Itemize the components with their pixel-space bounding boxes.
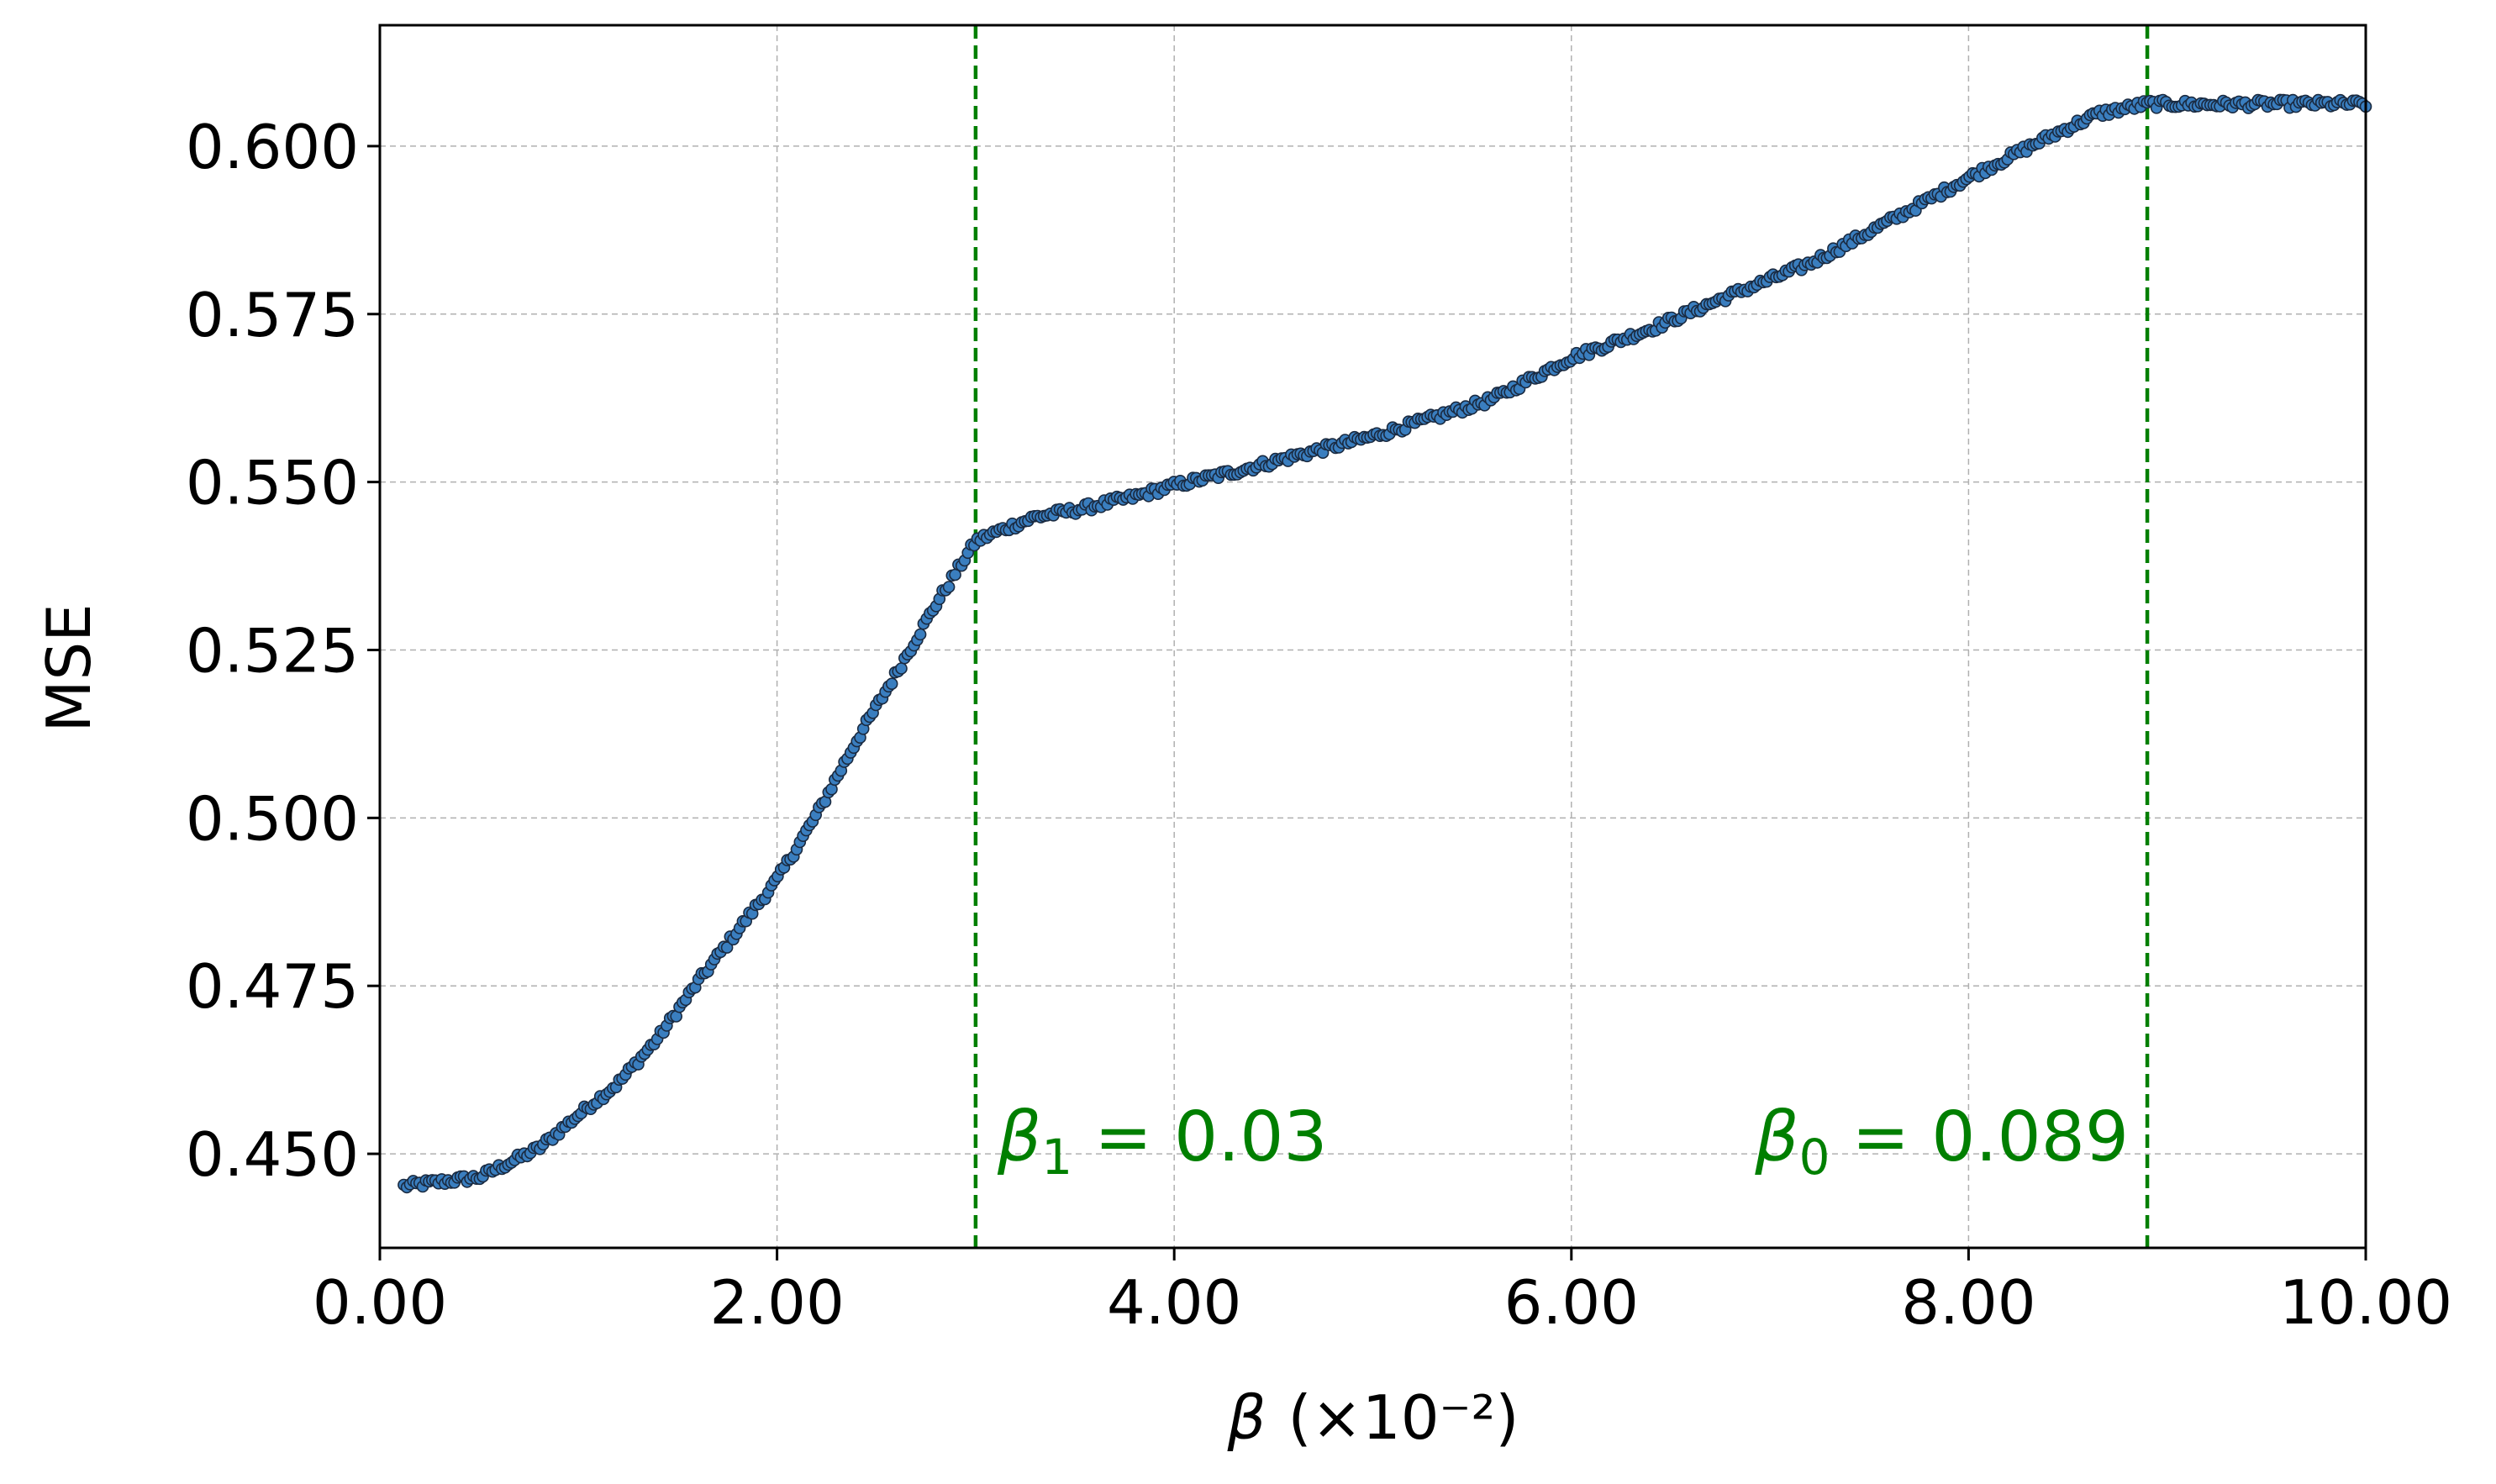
- y-tick-label: 0.500: [186, 783, 359, 854]
- x-tick-label: 4.00: [1107, 1267, 1241, 1338]
- x-axis-ticks: 0.00 2.00 4.00 6.00 8.00 10.00: [313, 1248, 2452, 1338]
- y-tick-label: 0.600: [186, 112, 359, 182]
- data-point: [720, 941, 734, 954]
- reference-lines: [973, 25, 2150, 1248]
- x-tick-label: 0.00: [313, 1267, 447, 1338]
- reference-label-0: β1 = 0.03: [997, 1097, 1328, 1186]
- x-axis-label: β (×10⁻²): [1227, 1382, 1519, 1453]
- x-tick-label: 10.00: [2279, 1267, 2452, 1338]
- data-point: [885, 677, 898, 691]
- y-tick-label: 0.575: [186, 280, 359, 350]
- y-tick-label: 0.550: [186, 448, 359, 518]
- y-tick-label: 0.525: [186, 615, 359, 686]
- x-tick-label: 8.00: [1901, 1267, 2035, 1338]
- data-point: [914, 628, 927, 641]
- reference-label-1: β0 = 0.089: [1754, 1097, 2129, 1186]
- data-points: [398, 93, 2372, 1194]
- x-tick-label: 2.00: [709, 1267, 844, 1338]
- y-tick-label: 0.475: [186, 951, 359, 1022]
- y-axis-label: MSE: [34, 603, 104, 732]
- plot-frame: [378, 24, 2367, 1250]
- data-point: [895, 662, 908, 675]
- x-tick-label: 6.00: [1504, 1267, 1639, 1338]
- y-axis-ticks: 0.450 0.475 0.500 0.525 0.550 0.575 0.600: [186, 112, 380, 1190]
- data-point: [942, 581, 956, 593]
- y-tick-label: 0.450: [186, 1119, 359, 1190]
- reference-labels: β1 = 0.03 β0 = 0.089: [997, 1097, 2129, 1186]
